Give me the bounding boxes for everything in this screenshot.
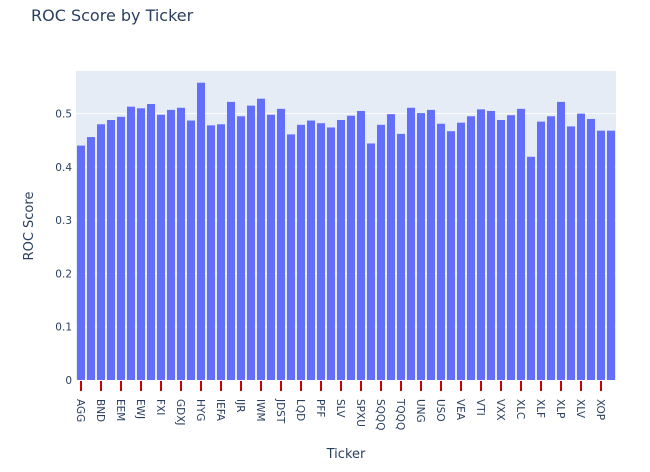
x-tick-label: EWJ bbox=[134, 399, 146, 419]
x-tick-label: IJR bbox=[234, 399, 246, 413]
bar bbox=[227, 101, 235, 381]
x-tick-label: SQQQ bbox=[374, 399, 386, 430]
y-tick-label: 0.2 bbox=[55, 268, 72, 280]
bar bbox=[337, 120, 345, 380]
bar bbox=[347, 115, 355, 380]
x-axis-title: Ticker bbox=[326, 447, 366, 462]
y-tick-label: 0 bbox=[65, 375, 72, 387]
x-tick-label: AGG bbox=[74, 399, 86, 422]
x-tick-label: XLC bbox=[514, 399, 526, 419]
x-tick-label: IEFA bbox=[214, 399, 226, 422]
bar bbox=[577, 113, 585, 381]
y-tick-label: 0.1 bbox=[55, 322, 72, 334]
bar bbox=[537, 121, 545, 381]
bar bbox=[217, 124, 225, 380]
bar bbox=[357, 110, 365, 381]
bar bbox=[567, 126, 575, 380]
bar bbox=[527, 156, 535, 380]
bar bbox=[517, 108, 525, 380]
x-tick-label: LQD bbox=[294, 399, 306, 421]
bar bbox=[277, 108, 285, 380]
x-tick-label: VXX bbox=[494, 399, 506, 421]
x-tick-label: SLV bbox=[334, 399, 346, 418]
x-axis-ticks: AGG BND EEM EWJ FXI GDXJ HYG IEFA IJR IWM JDST LQD P… bbox=[74, 381, 606, 430]
bar bbox=[387, 114, 395, 381]
bar bbox=[307, 120, 315, 381]
y-tick-label: 0.5 bbox=[55, 109, 72, 121]
bar bbox=[457, 122, 465, 381]
y-tick-label: 0.4 bbox=[55, 162, 72, 174]
bar bbox=[177, 107, 185, 380]
bar bbox=[197, 82, 205, 380]
x-tick-label: XLF bbox=[534, 399, 546, 418]
chart-title: ROC Score by Ticker bbox=[31, 6, 194, 25]
bar bbox=[467, 116, 475, 380]
x-tick-label: GDXJ bbox=[174, 399, 186, 426]
bar bbox=[147, 104, 155, 380]
x-tick-label: FXI bbox=[154, 399, 166, 415]
bar bbox=[87, 137, 95, 380]
bar bbox=[607, 130, 615, 380]
y-axis-ticks: 0 0.1 0.2 0.3 0.4 0.5 bbox=[55, 109, 72, 387]
x-tick-label: JDST bbox=[274, 398, 286, 424]
bar bbox=[377, 124, 385, 380]
bar bbox=[237, 116, 245, 380]
bar bbox=[157, 114, 165, 380]
bar bbox=[77, 145, 85, 380]
bar bbox=[417, 113, 425, 380]
bar bbox=[427, 109, 435, 380]
bar bbox=[167, 109, 175, 380]
x-tick-label: HYG bbox=[194, 399, 206, 421]
x-tick-label: IWM bbox=[254, 399, 266, 422]
x-tick-label: EEM bbox=[114, 399, 126, 421]
bar bbox=[587, 118, 595, 380]
bar bbox=[137, 108, 145, 380]
y-tick-label: 0.3 bbox=[55, 215, 72, 227]
x-tick-label: BND bbox=[94, 399, 106, 422]
x-tick-label: XOP bbox=[594, 399, 606, 420]
bar bbox=[407, 107, 415, 380]
x-tick-label: SPXU bbox=[354, 399, 366, 427]
bar bbox=[127, 106, 135, 380]
gridlines bbox=[76, 113, 616, 381]
bar bbox=[507, 115, 515, 380]
bar bbox=[487, 110, 495, 381]
bar bbox=[557, 101, 565, 381]
x-tick-label: XLP bbox=[554, 399, 566, 418]
bar bbox=[447, 131, 455, 380]
y-axis-title: ROC Score bbox=[22, 192, 37, 261]
plot-area bbox=[76, 71, 616, 380]
x-tick-label: USO bbox=[434, 399, 446, 422]
bar bbox=[187, 120, 195, 381]
x-tick-label: XLV bbox=[574, 399, 586, 419]
bar bbox=[257, 98, 265, 380]
bar bbox=[497, 120, 505, 380]
bar bbox=[97, 124, 105, 380]
bar bbox=[117, 116, 125, 380]
bar bbox=[297, 124, 305, 380]
bar bbox=[327, 127, 335, 380]
bar bbox=[317, 123, 325, 381]
bar bbox=[367, 143, 375, 380]
bar bbox=[437, 123, 445, 381]
bar bbox=[477, 109, 485, 381]
bar bbox=[247, 105, 255, 380]
bar bbox=[287, 134, 295, 380]
x-tick-label: TQQQ bbox=[394, 398, 406, 430]
bar bbox=[547, 116, 555, 380]
bar bbox=[397, 133, 405, 380]
x-tick-label: UNG bbox=[414, 399, 426, 423]
x-tick-label: PFF bbox=[314, 399, 326, 417]
bars bbox=[77, 82, 615, 381]
x-tick-label: VEA bbox=[454, 399, 466, 421]
bar bbox=[207, 125, 215, 380]
bar bbox=[597, 130, 605, 380]
bar bbox=[107, 120, 115, 380]
bar bbox=[267, 114, 275, 380]
x-tick-label: VTI bbox=[474, 399, 486, 416]
